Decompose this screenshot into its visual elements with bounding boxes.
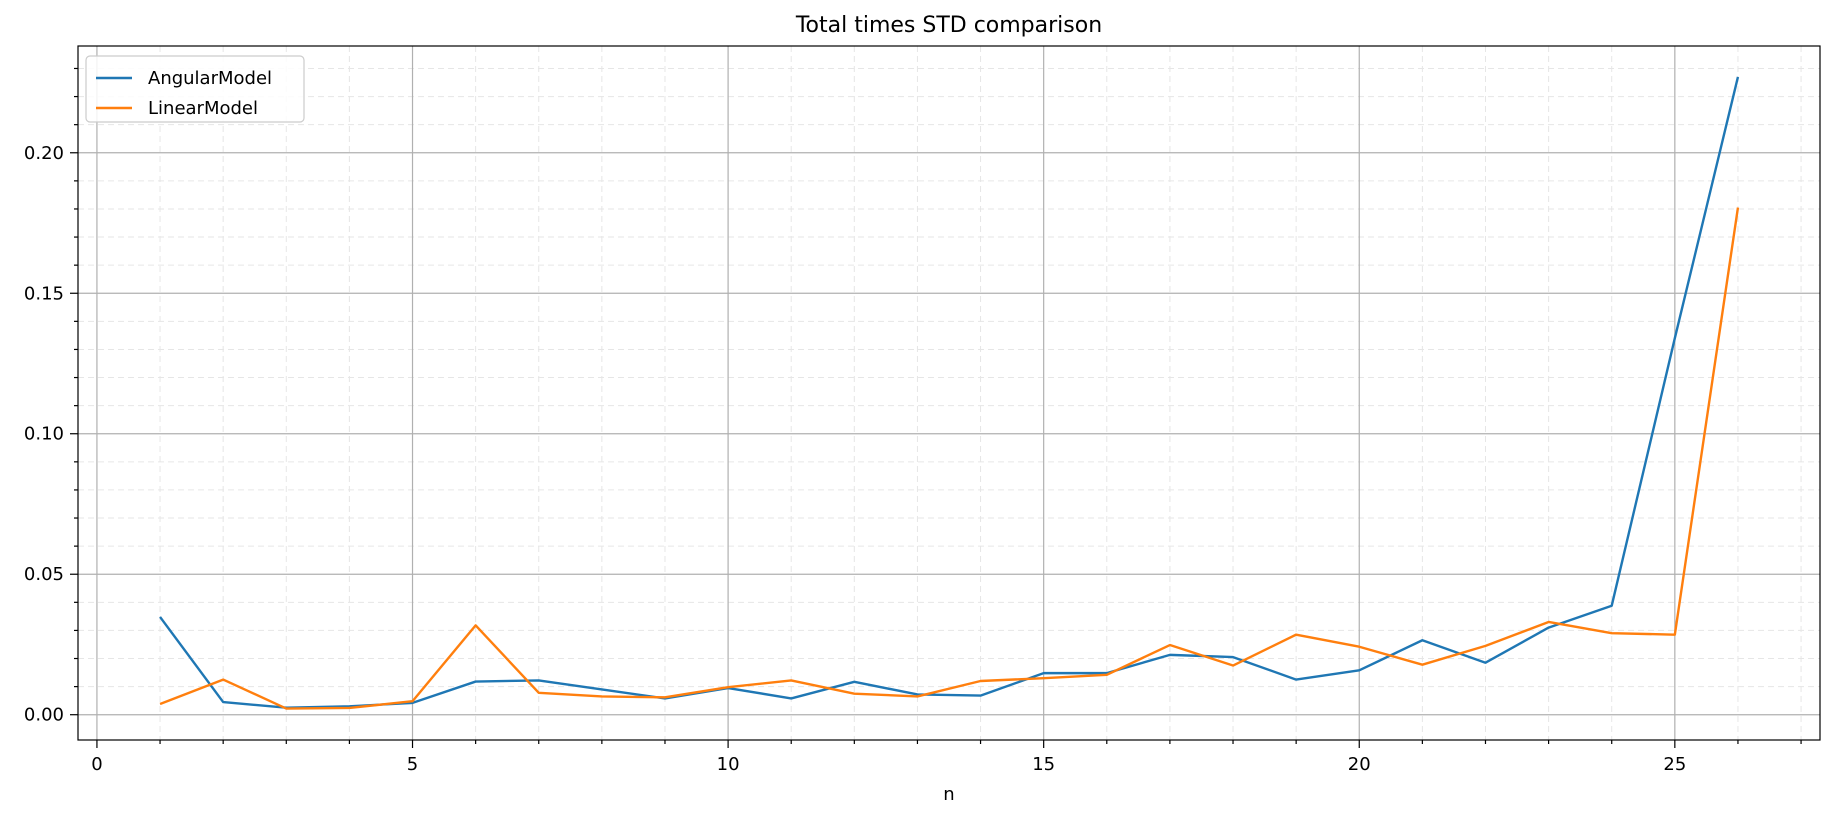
x-tick-label: 5	[407, 754, 418, 775]
series-line-linearmodel	[159, 207, 1740, 710]
legend: AngularModel LinearModel	[85, 55, 305, 123]
legend-box	[85, 55, 305, 123]
x-axis-label: n	[943, 784, 954, 805]
y-tick-label: 0.15	[24, 283, 64, 304]
chart-title: Total times STD comparison	[795, 13, 1102, 38]
x-tick-label: 25	[1663, 754, 1686, 775]
x-axis: 0 5 10 15 20 25	[91, 740, 1802, 775]
major-grid	[78, 46, 1820, 740]
minor-grid	[78, 46, 1820, 740]
y-tick-label: 0.20	[24, 143, 64, 164]
x-tick-label: 15	[1032, 754, 1055, 775]
series-line-angularmodel	[159, 76, 1740, 709]
x-tick-label: 0	[91, 754, 102, 775]
legend-label-linearmodel: LinearModel	[148, 98, 258, 119]
y-axis: 0.00 0.05 0.10 0.15 0.20	[24, 67, 78, 726]
x-tick-label: 20	[1348, 754, 1371, 775]
y-tick-label: 0.00	[24, 705, 64, 726]
legend-label-angularmodel: AngularModel	[148, 68, 272, 89]
y-tick-label: 0.05	[24, 564, 64, 585]
plot-frame	[77, 45, 1821, 741]
y-tick-label: 0.10	[24, 424, 64, 445]
series-layer	[159, 76, 1740, 710]
x-tick-label: 10	[717, 754, 740, 775]
